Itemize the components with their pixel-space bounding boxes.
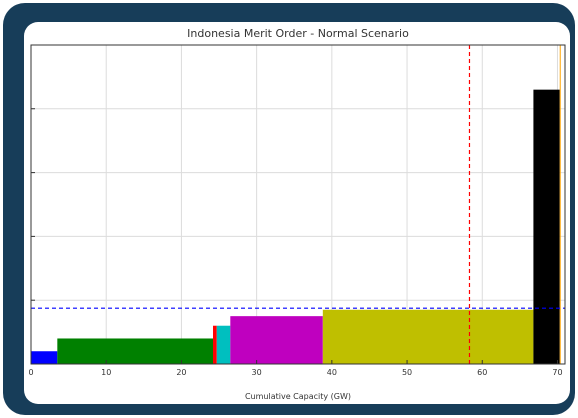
capacity-block [216, 325, 231, 364]
x-tick-label: 30 [252, 368, 262, 377]
capacity-block [230, 316, 323, 364]
x-tick-label: 20 [176, 368, 186, 377]
x-tick-label: 50 [402, 368, 412, 377]
x-tick-label: 10 [101, 368, 111, 377]
capacity-block [31, 351, 58, 364]
reference-lines [31, 45, 565, 364]
chart-panel: 0 10 20 30 40 50 60 70 Indonesia Merit Order - … [24, 22, 570, 404]
capacity-block [533, 89, 560, 364]
capacity-block [559, 45, 561, 364]
x-tick-label: 70 [552, 368, 562, 377]
merit-order-chart: 0 10 20 30 40 50 60 70 Indonesia Merit Order - … [28, 27, 566, 401]
x-tick-label: 40 [327, 368, 337, 377]
x-axis-label: Cumulative Capacity (GW) [245, 392, 351, 401]
x-tick-label: 60 [477, 368, 487, 377]
capacity-block [57, 338, 214, 364]
chart-title: Indonesia Merit Order - Normal Scenario [187, 27, 409, 40]
capacity-block [322, 309, 534, 364]
capacity-blocks [31, 45, 561, 364]
plot-area-frame [30, 44, 566, 365]
x-tick-label: 0 [28, 368, 33, 377]
capacity-block [213, 325, 217, 364]
x-axis-ticks: 0 10 20 30 40 50 60 70 [28, 44, 563, 377]
card-frame: 0 10 20 30 40 50 60 70 Indonesia Merit Order - … [3, 3, 575, 415]
